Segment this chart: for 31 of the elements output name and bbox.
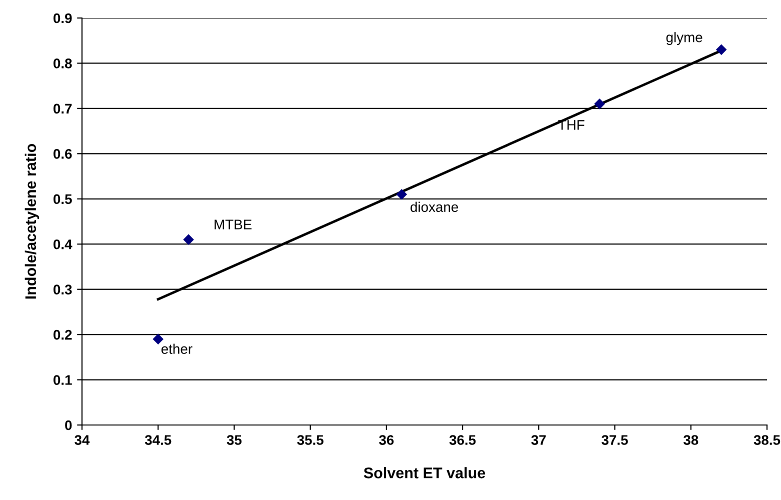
x-tick-label: 35 (226, 435, 242, 445)
x-tick-label: 38 (683, 435, 698, 445)
x-tick-label: 35.5 (297, 435, 324, 445)
point (716, 44, 726, 55)
x-tick-label: 38.5 (754, 435, 780, 445)
x-axis-title: Solvent ET value (364, 467, 486, 478)
annotation: ether (161, 344, 192, 354)
y-tick-label: 0.8 (54, 58, 72, 68)
point (183, 234, 194, 245)
x-tick-label: 34.5 (144, 435, 172, 445)
y-tick-label: 0.2 (54, 330, 72, 340)
x-tick-label: 37 (531, 435, 546, 445)
y-tick-label: 0.5 (54, 194, 72, 204)
point (396, 189, 407, 200)
x-tick-label: 37.5 (602, 435, 628, 445)
x-tick-label: 36.5 (449, 435, 476, 445)
y-tick-label: 0.9 (54, 13, 72, 24)
y-tick-label: 0.3 (54, 284, 72, 295)
y-tick-label: 0 (65, 420, 72, 430)
x-tick-label: 36 (379, 435, 394, 445)
point (594, 98, 605, 110)
y-tick-label: 0.6 (54, 149, 72, 159)
y-axis-title: Indole/acetylene ratio (24, 144, 40, 299)
y-tick-label: 0.1 (54, 375, 72, 385)
annotation: dioxane (410, 202, 458, 212)
y-tick-label: 0.7 (54, 104, 72, 114)
annotation: glyme (666, 32, 702, 46)
x-tick-label: 34 (74, 435, 90, 445)
y-tick-label: 0.4 (54, 239, 72, 250)
point (152, 334, 164, 344)
annotation: MTBE (214, 220, 252, 230)
